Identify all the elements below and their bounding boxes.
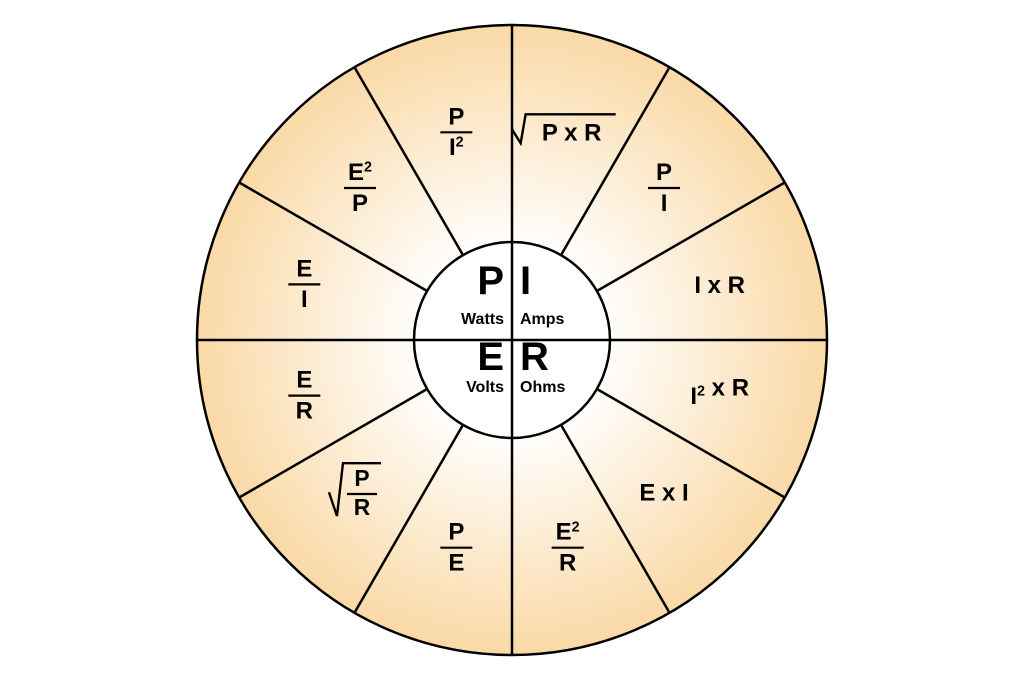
center-bl-symbol: E — [477, 335, 504, 379]
center-br-unit: Ohms — [520, 379, 565, 396]
sqrt-p-over-r-den: R — [354, 494, 370, 520]
p-over-e-den: E — [448, 549, 464, 576]
center-tr-unit: Amps — [520, 311, 565, 328]
sqrt-p-over-r-num: P — [354, 465, 369, 491]
e-over-i-den: I — [301, 286, 308, 313]
sqrt-p-times-r-expr: P x R — [542, 120, 602, 147]
e-over-i-num: E — [296, 255, 312, 282]
e-times-i-expr: E x I — [639, 479, 688, 506]
center-bl-unit: Volts — [466, 379, 504, 396]
ohms-law-wheel: PWattsIAmpsEVoltsROhmsE2RPEPREREIE2PPI2P… — [0, 0, 1024, 680]
formula-e-times-i: E x I — [639, 479, 688, 506]
center-tr-symbol: I — [520, 259, 531, 303]
p-over-e-num: P — [448, 519, 464, 546]
center-br-symbol: R — [520, 335, 549, 379]
e-over-r-den: R — [296, 397, 313, 424]
p-over-i-den: I — [661, 190, 668, 217]
i-times-r-expr: I x R — [694, 272, 745, 299]
p-over-i2-num: P — [448, 103, 464, 130]
center-tl-unit: Watts — [461, 311, 504, 328]
e2-over-r-den: R — [559, 549, 576, 576]
center-tl-symbol: P — [477, 259, 504, 303]
p-over-i-num: P — [656, 159, 672, 186]
e2-over-p-den: P — [352, 190, 368, 217]
e-over-r-num: E — [296, 367, 312, 394]
formula-i-times-r: I x R — [694, 272, 745, 299]
